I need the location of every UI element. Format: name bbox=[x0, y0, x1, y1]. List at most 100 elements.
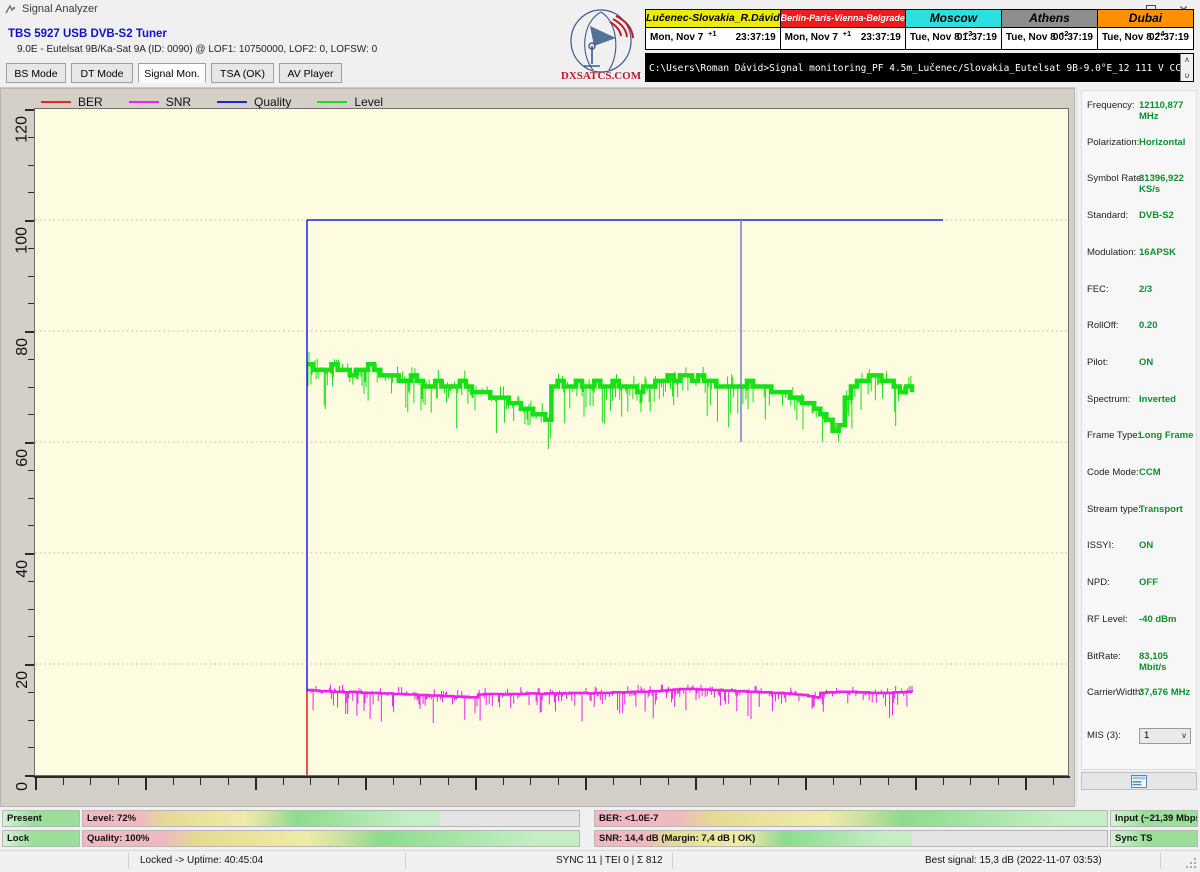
parameter-row-standard: Standard: DVB-S2 bbox=[1082, 210, 1198, 228]
clock-offset: +1 bbox=[842, 29, 852, 38]
y-tick bbox=[28, 747, 34, 749]
panel-list-button[interactable] bbox=[1081, 772, 1197, 790]
x-tick bbox=[1052, 776, 1054, 785]
tab-signal-mon[interactable]: Signal Mon. bbox=[138, 63, 206, 83]
parameter-key: Modulation: bbox=[1087, 246, 1137, 258]
clock-time: 23:37:19 bbox=[860, 32, 901, 43]
status-uptime: Locked -> Uptime: 40:45:04 bbox=[140, 855, 264, 866]
x-tick bbox=[282, 776, 284, 785]
status-level-label: Level: 72% bbox=[87, 813, 137, 824]
parameter-value: ON bbox=[1139, 356, 1154, 368]
x-tick bbox=[695, 776, 697, 790]
series-noise bbox=[310, 684, 913, 724]
y-tick bbox=[28, 358, 34, 360]
x-tick bbox=[90, 776, 91, 785]
x-tick bbox=[557, 776, 559, 785]
gauge-fill bbox=[83, 811, 441, 826]
parameter-row-polarization: Polarization: Horizontal bbox=[1082, 137, 1198, 155]
parameter-row-rolloff: RollOff: 0.20 bbox=[1082, 320, 1198, 338]
parameter-value: Inverted bbox=[1139, 393, 1176, 405]
resize-grip-icon[interactable] bbox=[1185, 857, 1197, 869]
y-tick bbox=[28, 525, 34, 527]
legend-item-ber[interactable]: BER bbox=[41, 95, 103, 109]
parameter-row-modulation: Modulation: 16APSK bbox=[1082, 247, 1198, 265]
y-tick bbox=[25, 664, 34, 666]
x-tick bbox=[915, 776, 917, 790]
clock-offset: +1 bbox=[708, 29, 717, 38]
mis-select[interactable]: 1 ∨ bbox=[1139, 727, 1191, 744]
tab-bs-mode[interactable]: BS Mode bbox=[6, 63, 66, 83]
tab-av-player[interactable]: AV Player bbox=[279, 63, 342, 83]
parameter-key: Code Mode: bbox=[1087, 467, 1139, 478]
y-tick bbox=[25, 775, 34, 777]
y-tick-label: 40 bbox=[14, 560, 31, 578]
console-window[interactable]: C:\Users\Roman Dávid>Signal monitoring_P… bbox=[645, 53, 1194, 82]
status-present-label: Present bbox=[7, 813, 42, 824]
x-tick bbox=[145, 776, 147, 790]
chart-plot-area[interactable] bbox=[34, 108, 1069, 776]
x-tick bbox=[750, 776, 751, 785]
y-tick-label: 120 bbox=[14, 116, 31, 143]
y-tick bbox=[28, 136, 34, 138]
status-input: Input (~21,39 Mbps) bbox=[1110, 810, 1198, 827]
y-tick bbox=[28, 469, 34, 471]
parameter-row-frequency: Frequency: 12110,877 MHz bbox=[1082, 100, 1198, 122]
dxsatcs-logo: DXSATCS.COM bbox=[560, 8, 642, 88]
console-scrollbar[interactable]: ʌ ʋ bbox=[1180, 54, 1193, 81]
y-tick bbox=[28, 386, 34, 388]
status-bars: Present Level: 72% BER: <1.0E-7 Input (~… bbox=[0, 810, 1200, 850]
parameter-value: 31396,922 KS/s bbox=[1139, 173, 1184, 196]
clock-time: 02:37:19 bbox=[1148, 32, 1189, 43]
parameter-row-streamtype: Stream type: Transport bbox=[1082, 504, 1198, 522]
y-tick bbox=[25, 553, 34, 555]
signal-analyzer-icon bbox=[5, 4, 16, 15]
parameter-value: Horizontal bbox=[1139, 136, 1186, 148]
parameter-key: Polarization: bbox=[1087, 136, 1140, 148]
parameter-row-codemode: Code Mode: CCM bbox=[1082, 467, 1198, 485]
status-sync-label: Sync TS bbox=[1115, 833, 1153, 844]
x-tick bbox=[530, 776, 531, 785]
parameter-value: 16APSK bbox=[1139, 246, 1176, 258]
world-clocks: Lučenec-Slovakia_R.Dávid Mon, Nov 7 +1 2… bbox=[645, 9, 1194, 50]
clock-time: 00:37:19 bbox=[1052, 32, 1093, 43]
parameter-value: -40 dBm bbox=[1139, 613, 1177, 625]
parameter-key: Pilot: bbox=[1087, 356, 1109, 368]
parameter-key: Stream type: bbox=[1087, 503, 1141, 515]
x-tick bbox=[117, 776, 119, 785]
legend-swatch-snr bbox=[128, 101, 159, 103]
y-tick bbox=[28, 691, 34, 693]
parameter-value: ON bbox=[1139, 540, 1154, 552]
chart-y-axis: 0 20 40 60 80 100 120 bbox=[1, 108, 34, 791]
parameter-key: Symbol Rate: bbox=[1087, 173, 1145, 185]
clock-city: Berlin-Paris-Vienna-Belgrade bbox=[780, 10, 905, 28]
x-tick bbox=[475, 776, 477, 790]
mis-value: 1 bbox=[1144, 729, 1150, 741]
clock-city: Lučenec-Slovakia_R.Dávid bbox=[646, 10, 780, 28]
x-tick bbox=[420, 776, 421, 785]
x-tick bbox=[585, 776, 587, 790]
legend-item-level[interactable]: Level bbox=[317, 95, 383, 109]
legend-item-quality[interactable]: Quality bbox=[217, 95, 291, 109]
parameter-row-npd: NPD: OFF bbox=[1082, 577, 1198, 595]
parameter-value: 83,105 Mbit/s bbox=[1139, 650, 1169, 673]
gauge-fill bbox=[595, 811, 1107, 826]
status-ber-label: BER: <1.0E-7 bbox=[599, 813, 659, 824]
tuner-subtitle: 9.0E - Eutelsat 9B/Ka-Sat 9A (ID: 0090) … bbox=[17, 44, 378, 55]
x-tick bbox=[997, 776, 999, 785]
tab-tsa[interactable]: TSA (OK) bbox=[211, 63, 274, 83]
parameter-key: Frame Type: bbox=[1087, 430, 1141, 442]
scroll-down-icon[interactable]: ʋ bbox=[1184, 71, 1190, 80]
clock-lucenec: Lučenec-Slovakia_R.Dávid Mon, Nov 7 +1 2… bbox=[646, 10, 781, 49]
signal-parameters-panel: Frequency: 12110,877 MHz Polarization: Hori… bbox=[1076, 88, 1200, 807]
parameter-row-carrierwidth: CarrierWidth: 37,676 MHz bbox=[1082, 687, 1198, 705]
x-tick bbox=[35, 776, 37, 790]
x-tick bbox=[255, 776, 257, 790]
legend-swatch-quality bbox=[217, 101, 248, 103]
x-tick bbox=[860, 776, 861, 785]
scroll-up-icon[interactable]: ʌ bbox=[1185, 55, 1189, 64]
status-fill bbox=[1111, 831, 1197, 846]
legend-item-snr[interactable]: SNR bbox=[128, 95, 191, 109]
parameter-value: 0.20 bbox=[1139, 320, 1158, 332]
tab-dt-mode[interactable]: DT Mode bbox=[71, 63, 133, 83]
y-tick bbox=[28, 719, 34, 721]
